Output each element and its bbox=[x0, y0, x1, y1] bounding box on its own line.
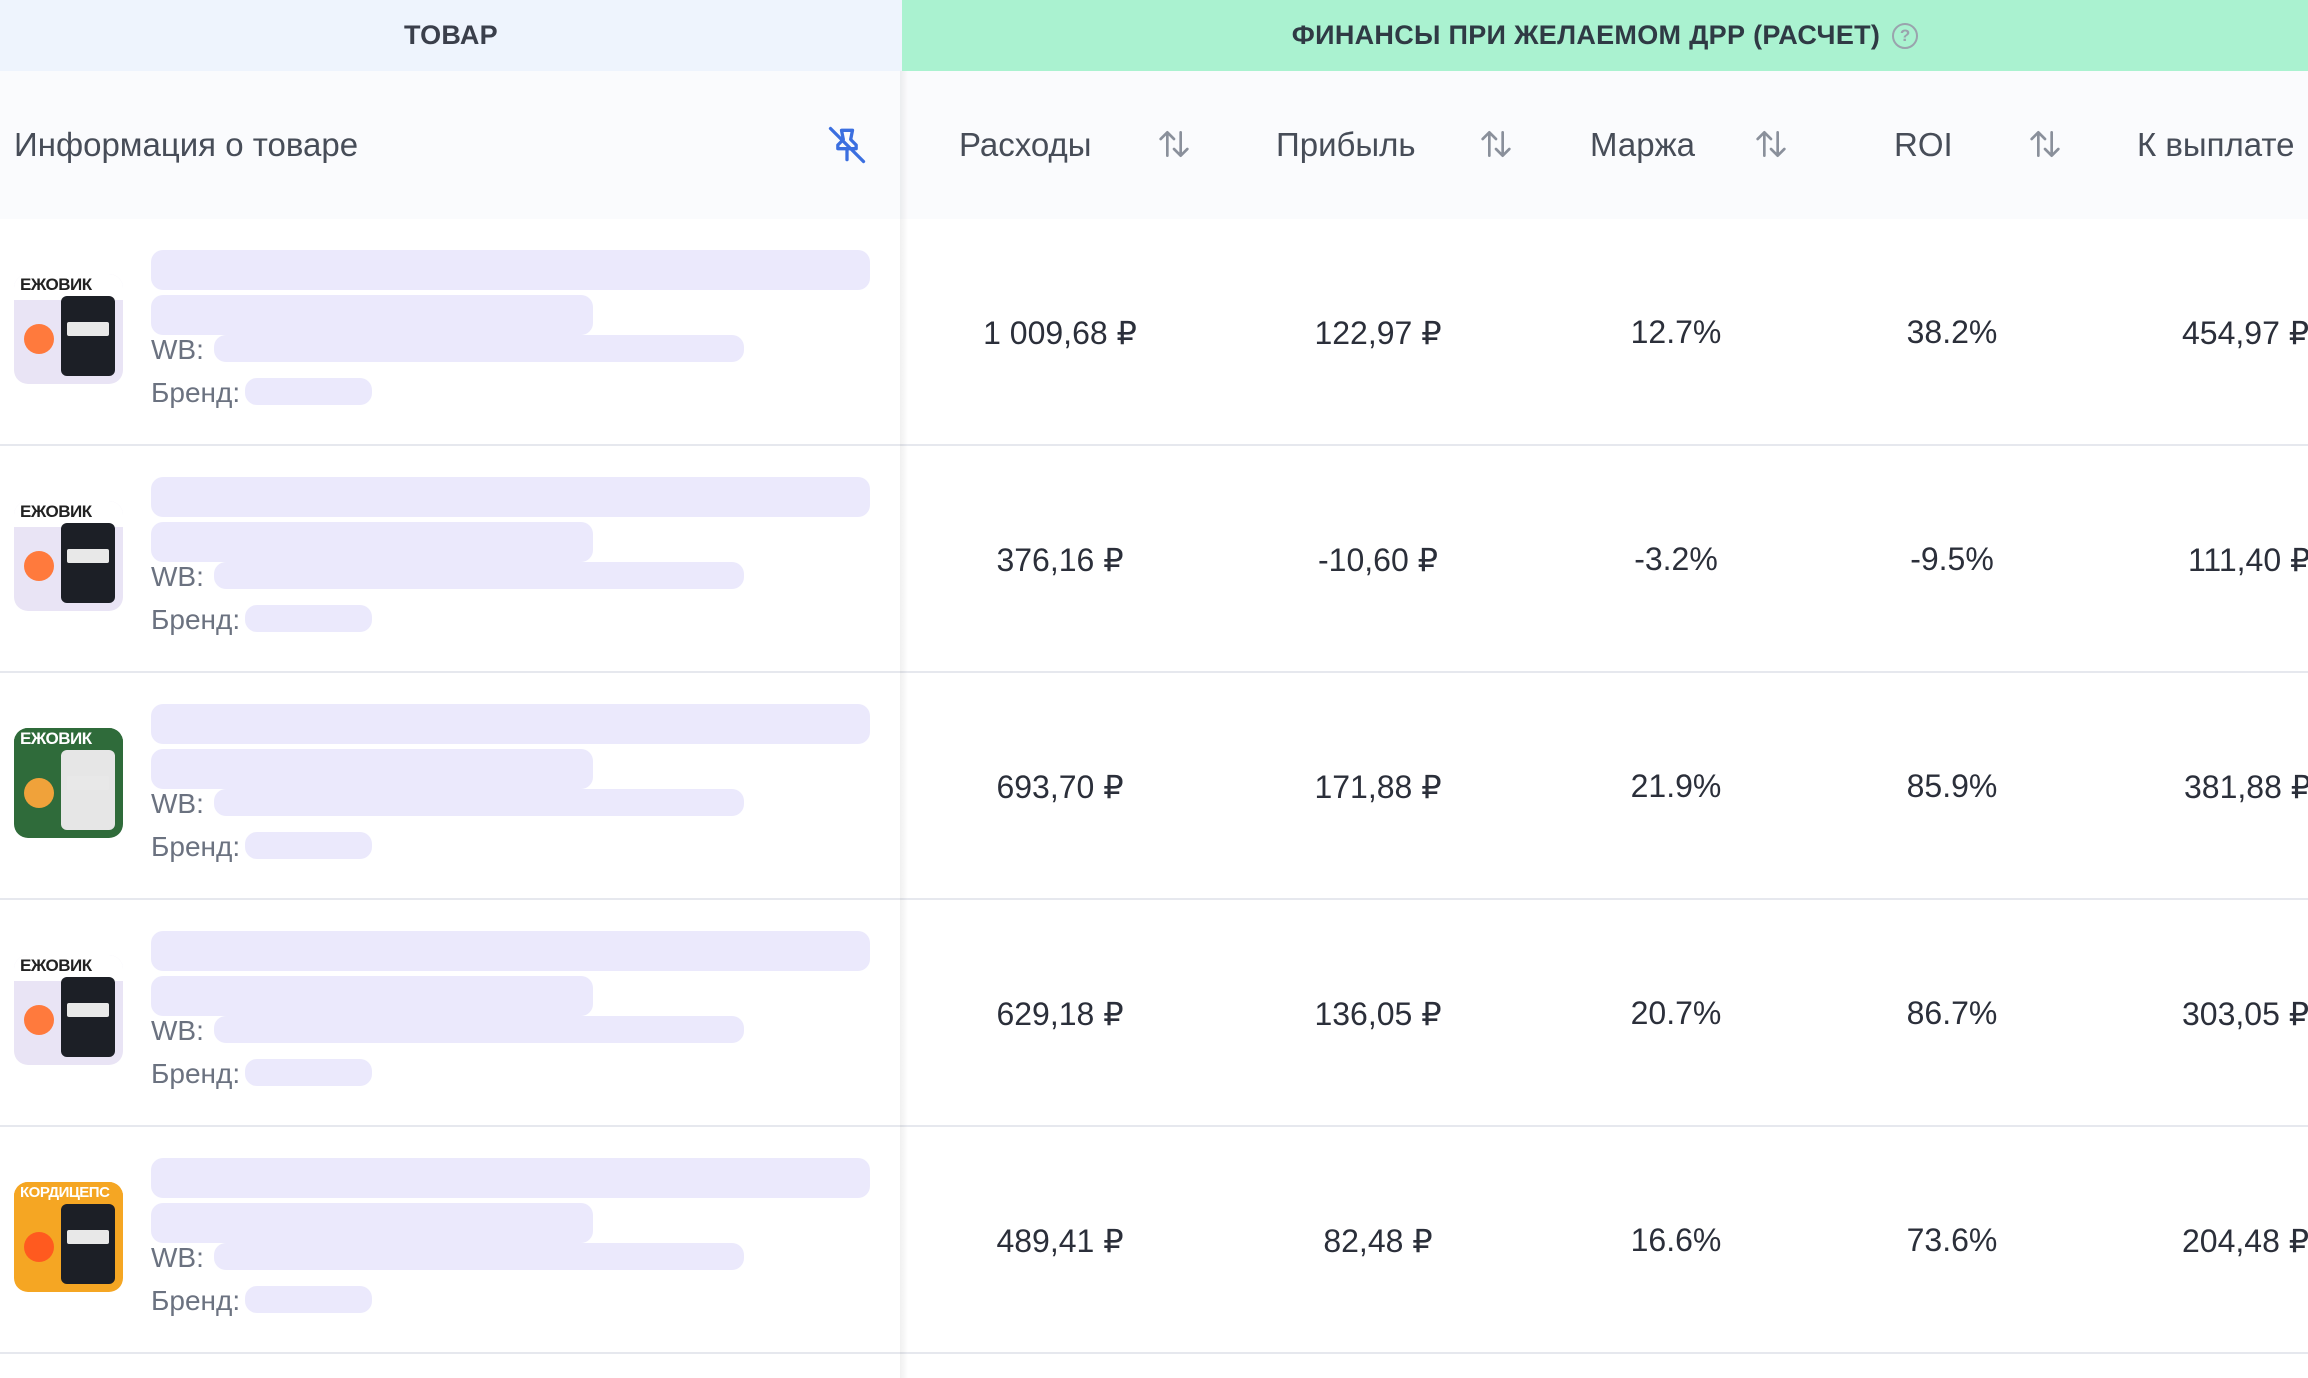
group-header-finance-label: ФИНАНСЫ ПРИ ЖЕЛАЕМОМ ДРР (РАСЧЕТ) bbox=[1291, 20, 1881, 50]
table-row[interactable]: КОРДИЦЕПС WB: Бренд: 489,41 ₽ 82,48 ₽ 16… bbox=[0, 1127, 2308, 1354]
cell-roi: 85.9% bbox=[1906, 768, 1998, 804]
wb-label: WB: bbox=[151, 334, 204, 365]
sort-arrows-icon[interactable] bbox=[1751, 123, 1791, 165]
brand-label: Бренд: bbox=[151, 377, 241, 408]
column-header-payout[interactable]: К выплате bbox=[2137, 126, 2295, 163]
wb-label: WB: bbox=[151, 788, 204, 819]
redacted-title bbox=[151, 522, 593, 562]
wb-label: WB: bbox=[151, 561, 204, 592]
redacted-wb bbox=[214, 335, 744, 362]
product-thumbnail: КОРДИЦЕПС bbox=[14, 1182, 123, 1292]
help-circle-icon[interactable]: ? bbox=[1892, 22, 1919, 49]
redacted-title bbox=[151, 1203, 593, 1243]
wb-label: WB: bbox=[151, 1015, 204, 1046]
redacted-wb bbox=[214, 562, 744, 589]
cell-profit: -10,60 ₽ bbox=[1318, 541, 1438, 578]
brand-label: Бренд: bbox=[151, 604, 241, 635]
column-header-profit[interactable]: Прибыль bbox=[1276, 126, 1416, 163]
cell-expenses: 693,70 ₽ bbox=[996, 768, 1124, 805]
redacted-title bbox=[151, 749, 593, 789]
cell-payout: 454,97 ₽ bbox=[2182, 314, 2308, 351]
redacted-title bbox=[151, 250, 870, 290]
sort-arrows-icon[interactable] bbox=[2025, 123, 2065, 165]
column-header-row: Информация о товаре Расходы Прибыль Марж… bbox=[0, 71, 2308, 219]
redacted-brand bbox=[245, 605, 372, 632]
brand-label: Бренд: bbox=[151, 1058, 241, 1089]
cell-margin: -3.2% bbox=[1634, 541, 1718, 577]
cell-profit: 171,88 ₽ bbox=[1314, 768, 1442, 805]
redacted-title bbox=[151, 295, 593, 335]
cell-profit: 122,97 ₽ bbox=[1314, 314, 1442, 351]
brand-label: Бренд: bbox=[151, 831, 241, 862]
sort-arrows-icon[interactable] bbox=[1476, 123, 1516, 165]
cell-payout: 111,40 ₽ bbox=[2188, 541, 2308, 578]
product-thumbnail: ЕЖОВИК bbox=[14, 501, 123, 611]
cell-roi: 73.6% bbox=[1906, 1222, 1998, 1258]
table-row[interactable]: ЕЖОВИК WB: Бренд: 629,18 ₽ 136,05 ₽ 20.7… bbox=[0, 900, 2308, 1127]
redacted-brand bbox=[245, 832, 372, 859]
group-header-finance: ФИНАНСЫ ПРИ ЖЕЛАЕМОМ ДРР (РАСЧЕТ) ? bbox=[902, 0, 2308, 71]
redacted-brand bbox=[245, 1286, 372, 1313]
product-thumbnail: ЕЖОВИК bbox=[14, 274, 123, 384]
cell-expenses: 1 009,68 ₽ bbox=[983, 314, 1137, 351]
product-thumbnail: ЕЖОВИК bbox=[14, 955, 123, 1065]
redacted-title bbox=[151, 976, 593, 1016]
cell-roi: -9.5% bbox=[1910, 541, 1994, 577]
cell-margin: 21.9% bbox=[1630, 768, 1722, 804]
redacted-wb bbox=[214, 1243, 744, 1270]
group-header-product-label: ТОВАР bbox=[404, 20, 498, 50]
column-header-expenses[interactable]: Расходы bbox=[959, 126, 1092, 163]
redacted-title bbox=[151, 931, 870, 971]
wb-label: WB: bbox=[151, 1242, 204, 1273]
sort-arrows-icon[interactable] bbox=[1154, 123, 1194, 165]
group-header-product: ТОВАР bbox=[0, 0, 902, 71]
redacted-wb bbox=[214, 789, 744, 816]
column-header-roi[interactable]: ROI bbox=[1894, 126, 1953, 163]
table-row[interactable]: ЕЖОВИК WB: Бренд: 376,16 ₽ -10,60 ₽ -3.2… bbox=[0, 446, 2308, 673]
cell-roi: 38.2% bbox=[1906, 314, 1998, 350]
cell-margin: 20.7% bbox=[1630, 995, 1722, 1031]
redacted-title bbox=[151, 1158, 870, 1198]
cell-expenses: 489,41 ₽ bbox=[996, 1222, 1124, 1259]
cell-payout: 381,88 ₽ bbox=[2184, 768, 2308, 805]
cell-profit: 136,05 ₽ bbox=[1314, 995, 1442, 1032]
product-thumbnail: ЕЖОВИК bbox=[14, 728, 123, 838]
cell-payout: 204,48 ₽ bbox=[2182, 1222, 2308, 1259]
redacted-title bbox=[151, 477, 870, 517]
redacted-wb bbox=[214, 1016, 744, 1043]
cell-expenses: 376,16 ₽ bbox=[996, 541, 1124, 578]
cell-margin: 12.7% bbox=[1630, 314, 1722, 350]
pin-off-icon[interactable] bbox=[825, 123, 869, 167]
column-header-margin[interactable]: Маржа bbox=[1590, 126, 1695, 163]
redacted-brand bbox=[245, 1059, 372, 1086]
redacted-title bbox=[151, 704, 870, 744]
frozen-column-divider bbox=[900, 71, 908, 1378]
cell-expenses: 629,18 ₽ bbox=[996, 995, 1124, 1032]
cell-payout: 303,05 ₽ bbox=[2182, 995, 2308, 1032]
brand-label: Бренд: bbox=[151, 1285, 241, 1316]
table-row[interactable]: ЕЖОВИК WB: Бренд: 1 009,68 ₽ 122,97 ₽ 12… bbox=[0, 219, 2308, 446]
table-row[interactable]: ЕЖОВИК WB: Бренд: 693,70 ₽ 171,88 ₽ 21.9… bbox=[0, 673, 2308, 900]
redacted-brand bbox=[245, 378, 372, 405]
cell-margin: 16.6% bbox=[1630, 1222, 1722, 1258]
cell-profit: 82,48 ₽ bbox=[1323, 1222, 1433, 1259]
cell-roi: 86.7% bbox=[1906, 995, 1998, 1031]
column-header-info: Информация о товаре bbox=[14, 126, 359, 163]
